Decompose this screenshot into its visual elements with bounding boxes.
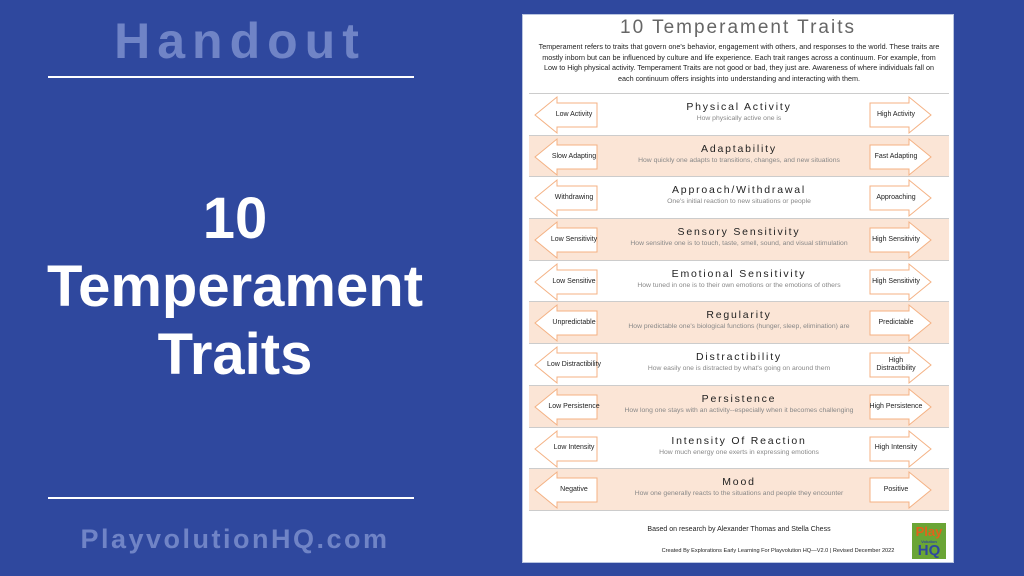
trait-row: Negative Positive Mood How one generally… bbox=[529, 469, 949, 511]
left-arrow-icon bbox=[534, 346, 598, 385]
low-label: Negative bbox=[560, 486, 588, 494]
traits-list: Low Activity High Activity Physical Acti… bbox=[529, 93, 949, 511]
website-label: PlayvolutionHQ.com bbox=[80, 524, 390, 554]
creator-credit: Created By Explorations Early Learning F… bbox=[661, 548, 895, 554]
trait-row: Low Persistence High Persistence Persist… bbox=[529, 385, 949, 428]
high-label: Predictable bbox=[878, 319, 914, 327]
left-arrow-icon bbox=[534, 262, 598, 301]
trait-name: Emotional Sensitivity bbox=[671, 267, 807, 280]
trait-name: Approach/Withdrawal bbox=[672, 184, 806, 197]
left-arrow-icon bbox=[534, 137, 598, 176]
trait-row: Low Intensity High Intensity Intensity O… bbox=[529, 428, 949, 470]
title-line: Traits bbox=[157, 322, 313, 387]
trait-row: Slow Adapting Fast Adapting Adaptability… bbox=[529, 135, 949, 178]
left-arrow-icon bbox=[534, 387, 598, 426]
right-arrow-icon bbox=[869, 137, 932, 176]
trait-description: How tuned in one is to their own emotion… bbox=[637, 281, 841, 289]
right-arrow-icon bbox=[869, 221, 932, 260]
right-arrow-icon bbox=[869, 262, 932, 301]
trait-description: How predictable one's biological functio… bbox=[628, 323, 850, 331]
high-label: Positive bbox=[883, 486, 909, 494]
trait-row: Low Sensitivity High Sensitivity Sensory… bbox=[529, 219, 949, 261]
arrows-icon bbox=[534, 346, 932, 385]
high-label: High Sensitivity bbox=[872, 235, 920, 243]
divider bbox=[48, 76, 414, 78]
low-label: Low Intensity bbox=[553, 444, 595, 452]
low-label: Low Activity bbox=[555, 110, 593, 118]
trait-name: Mood bbox=[722, 476, 756, 489]
arrows-icon bbox=[534, 387, 932, 426]
logo-hq: HQ bbox=[917, 542, 941, 559]
trait-description: How physically active one is bbox=[696, 115, 782, 122]
trait-name: Persistence bbox=[701, 392, 777, 405]
high-label: High Sensitivity bbox=[872, 277, 920, 285]
right-arrow-icon bbox=[869, 179, 932, 218]
arrows-icon bbox=[534, 95, 932, 135]
low-label: Unpredictable bbox=[552, 319, 596, 327]
high-label: High Persistence bbox=[869, 402, 923, 410]
right-arrow-icon bbox=[869, 95, 932, 135]
high-label: Fast Adapting bbox=[874, 152, 918, 160]
trait-row: Unpredictable Predictable Regularity How… bbox=[529, 302, 949, 345]
right-arrow-icon bbox=[869, 387, 932, 426]
arrows-icon bbox=[534, 221, 932, 260]
trait-name: Intensity Of Reaction bbox=[671, 434, 807, 447]
low-label: Low Persistence bbox=[548, 402, 600, 410]
trait-name: Adaptability bbox=[701, 142, 777, 155]
right-arrow-icon bbox=[869, 429, 932, 468]
trait-description: How one generally reacts to the situatio… bbox=[634, 490, 844, 498]
handout-document: 10 Temperament Traits Temperament refers… bbox=[522, 14, 954, 563]
low-label: Withdrawing bbox=[554, 194, 594, 202]
arrows-icon bbox=[534, 262, 932, 301]
left-arrow-icon bbox=[534, 429, 598, 468]
slide-title: 10 Temperament Traits bbox=[20, 185, 450, 389]
trait-description: How easily one is distracted by what's g… bbox=[647, 365, 831, 373]
trait-description: How much energy one exerts in expressing… bbox=[659, 448, 819, 456]
trait-description: How quickly one adapts to transitions, c… bbox=[638, 156, 840, 164]
left-arrow-icon bbox=[534, 221, 598, 260]
research-credit: Based on research by Alexander Thomas an… bbox=[647, 526, 831, 533]
title-line: 10 bbox=[202, 186, 268, 251]
handout-heading: Handout bbox=[114, 13, 366, 69]
playvolution-logo: Play Volution HQ bbox=[912, 523, 946, 559]
arrows-icon bbox=[534, 137, 932, 176]
divider bbox=[48, 497, 414, 499]
trait-name: Distractibility bbox=[696, 351, 782, 364]
arrows-icon bbox=[534, 304, 932, 343]
high-label: Approaching bbox=[876, 194, 916, 202]
high-label: High Activity bbox=[876, 110, 916, 118]
trait-name: Sensory Sensitivity bbox=[677, 226, 801, 239]
trait-row: Low Distractibility High Distractibility… bbox=[529, 344, 949, 386]
right-arrow-icon bbox=[869, 304, 932, 343]
trait-description: How long one stays with an activity--esp… bbox=[624, 406, 854, 414]
document-title: 10 Temperament Traits bbox=[620, 17, 856, 38]
low-label: Low Sensitivity bbox=[550, 235, 598, 243]
high-label: High Intensity bbox=[874, 444, 918, 452]
low-label: Slow Adapting bbox=[551, 152, 597, 160]
trait-description: How sensitive one is to touch, taste, sm… bbox=[630, 240, 848, 248]
left-arrow-icon bbox=[534, 95, 598, 135]
left-arrow-icon bbox=[534, 304, 598, 343]
trait-description: One's initial reaction to new situations… bbox=[667, 198, 811, 206]
trait-row: Low Activity High Activity Physical Acti… bbox=[529, 94, 949, 136]
low-label: Low Sensitive bbox=[552, 277, 596, 285]
trait-name: Physical Activity bbox=[686, 101, 792, 113]
right-arrow-icon bbox=[869, 346, 932, 385]
trait-row: Low Sensitive High Sensitivity Emotional… bbox=[529, 261, 949, 303]
right-arrow-icon bbox=[869, 471, 932, 510]
intro-text: Temperament refers to traits that govern… bbox=[538, 42, 940, 83]
logo-play: Play bbox=[915, 524, 943, 539]
left-arrow-icon bbox=[534, 179, 598, 218]
high-label: High Distractibility bbox=[876, 356, 916, 372]
left-arrow-icon bbox=[534, 471, 598, 510]
arrows-icon bbox=[534, 471, 932, 510]
title-line: Temperament bbox=[46, 254, 424, 319]
arrows-icon bbox=[534, 179, 932, 218]
logo-volution: Volution bbox=[921, 539, 937, 544]
trait-row: Withdrawing Approaching Approach/Withdra… bbox=[529, 177, 949, 220]
arrows-icon bbox=[534, 429, 932, 468]
trait-name: Regularity bbox=[706, 309, 772, 322]
low-label: Low Distractibility bbox=[546, 360, 602, 368]
